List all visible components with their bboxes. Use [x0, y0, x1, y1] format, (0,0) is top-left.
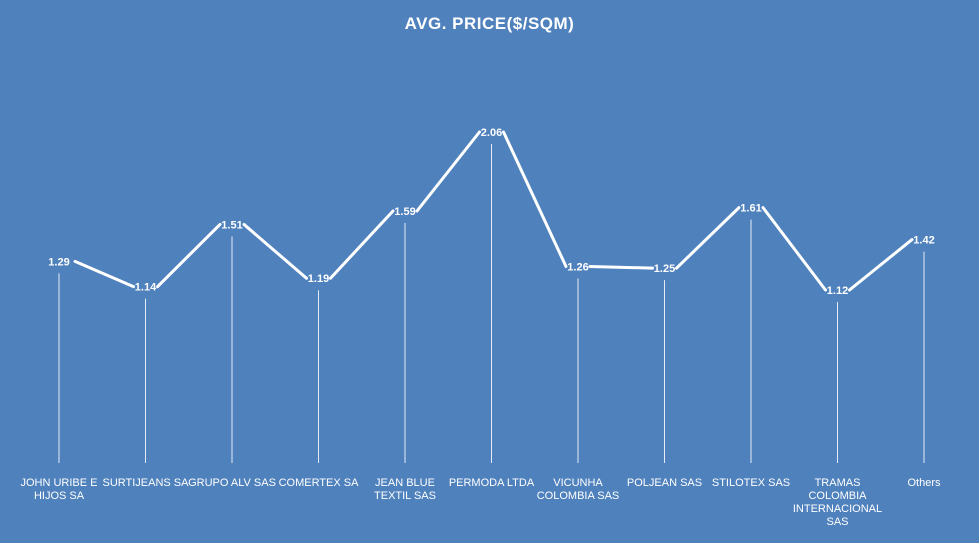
- series-line-segment: [156, 222, 222, 289]
- category-label: STILOTEX SAS: [711, 477, 791, 489]
- data-label: 1.29: [48, 256, 69, 268]
- series-line-segment: [675, 206, 741, 270]
- category-label: GRUPO ALV SAS: [188, 477, 276, 489]
- series-line-segment: [761, 206, 827, 292]
- series-line-segment: [73, 259, 135, 289]
- data-label: 1.51: [221, 219, 242, 231]
- category-label: COMERTEX SA: [278, 477, 359, 489]
- series-line-segment: [329, 209, 395, 280]
- data-label: 1.26: [567, 261, 588, 273]
- data-label: 1.25: [654, 263, 675, 275]
- data-label: 1.42: [913, 235, 934, 247]
- data-label: 1.12: [827, 285, 848, 297]
- data-label: 2.06: [481, 127, 502, 139]
- category-label: VICUNHA COLOMBIA SAS: [536, 477, 620, 502]
- series-line-segment: [588, 264, 654, 270]
- series-line-segment: [415, 130, 481, 213]
- series-line-segment: [848, 238, 914, 292]
- data-label: 1.61: [740, 203, 761, 215]
- category-label: PERMODA LTDA: [448, 477, 535, 489]
- chart-title: AVG. PRICE($/SQM): [404, 14, 575, 33]
- series-line-segment: [502, 130, 568, 268]
- category-label: POLJEAN SAS: [626, 477, 703, 489]
- data-label: 1.59: [394, 206, 415, 218]
- category-label: JOHN URIBE E HIJOS SA: [20, 477, 98, 502]
- series-line-segment: [242, 222, 308, 280]
- data-label: 1.19: [308, 273, 329, 285]
- category-label: Others: [907, 477, 941, 489]
- category-label: JEAN BLUE TEXTIL SAS: [374, 477, 436, 502]
- data-label: 1.14: [135, 282, 157, 294]
- category-label: SURTIJEANS SA: [102, 477, 189, 489]
- category-label: TRAMAS COLOMBIA INTERNACIONAL SAS: [792, 477, 883, 528]
